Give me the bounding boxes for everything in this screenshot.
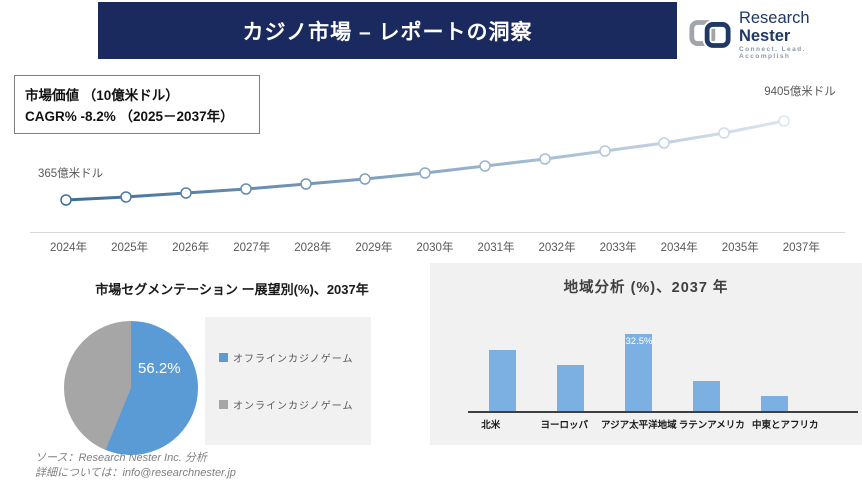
legend-swatch-icon <box>219 400 228 410</box>
bar <box>692 381 720 411</box>
bar <box>556 365 584 411</box>
legend-label: オンラインカジノゲーム <box>233 401 354 413</box>
segmentation-pie-chart <box>64 321 198 455</box>
pie-share-label: 56.2% <box>138 360 181 377</box>
bar-category-labels: 北米 ヨーロッパ アジア太平洋地域 ラテンアメリカ 中東とアフリカ <box>454 417 822 431</box>
pie-legend: オフラインカジノゲーム オンラインカジノゲーム <box>205 317 371 445</box>
line-marker <box>120 191 132 203</box>
line-marker <box>180 187 192 199</box>
line-marker <box>479 160 491 172</box>
bar-category-label: 中東とアフリカ <box>751 420 819 431</box>
year-label: 2026年 <box>172 242 210 254</box>
regional-analysis-title: 地域分析 (%)、2037 年 <box>563 280 729 296</box>
market-value-label: 市場価値 （10億米ドル） <box>25 87 179 103</box>
line-marker <box>300 178 312 190</box>
market-value-box: 市場価値 （10億米ドル） CAGR% -8.2% （2025－2037年） <box>14 75 260 134</box>
year-label: 2037年 <box>782 242 820 254</box>
line-marker <box>419 167 431 179</box>
year-label: 2031年 <box>477 242 515 254</box>
segmentation-title: 市場セグメンテーション ー展望別(%)、2037年 <box>95 282 369 297</box>
legend-item: オンラインカジノゲーム <box>219 397 371 412</box>
bar-category-label: ラテンアメリカ <box>678 420 745 431</box>
line-marker <box>718 127 730 139</box>
line-marker <box>539 153 551 165</box>
bar-axis-line <box>468 411 858 413</box>
chain-link-icon <box>689 20 732 50</box>
line-marker <box>599 145 611 157</box>
year-label: 2025年 <box>111 242 149 254</box>
legend-label: オフラインカジノゲーム <box>233 353 354 365</box>
x-axis-line <box>30 232 845 233</box>
bar-column <box>692 381 720 411</box>
year-label: 2033年 <box>599 242 637 254</box>
bar-column <box>760 396 788 411</box>
bar <box>760 396 788 411</box>
bar-category-label: ヨーロッパ <box>540 420 588 431</box>
year-label: 2028年 <box>294 242 332 254</box>
line-marker <box>240 183 252 195</box>
bar-value-label: 32.5% <box>625 336 653 347</box>
legend-item: オフラインカジノゲーム <box>219 350 371 365</box>
regional-bar-chart: 32.5% <box>468 301 808 411</box>
line-marker <box>359 173 371 185</box>
start-value-label: 365億米ドル <box>38 168 104 180</box>
brand-name: Research Nester <box>739 9 860 45</box>
bar: 32.5% <box>624 334 653 411</box>
line-marker <box>658 137 670 149</box>
legend-swatch-icon <box>219 352 228 362</box>
year-label: 2032年 <box>538 242 576 254</box>
footer: ソース：Research Nester Inc. 分析 詳細については：info… <box>35 451 236 481</box>
year-label: 2030年 <box>416 242 454 254</box>
source-note: ソース：Research Nester Inc. 分析 <box>35 452 207 464</box>
year-label: 2024年 <box>50 242 88 254</box>
brand-name-first: Research <box>738 8 810 27</box>
page-title: カジノ市場 – レポートの洞察 <box>242 20 533 44</box>
line-marker <box>60 194 72 206</box>
bar-column: 32.5% <box>624 334 653 411</box>
bar-column <box>488 350 516 411</box>
title-banner: カジノ市場 – レポートの洞察 <box>98 2 677 59</box>
year-label: 2034年 <box>660 242 698 254</box>
bar-column <box>556 365 584 411</box>
bar <box>488 350 516 411</box>
end-value-label: 9405億米ドル <box>764 86 836 98</box>
contact-note: 詳細については：info@researchnester.jp <box>35 467 236 479</box>
brand-tagline: Connect. Lead. Accomplish <box>738 45 806 60</box>
bar-category-label: 北米 <box>481 420 501 431</box>
cagr-label: CAGR% -8.2% （2025－2037年） <box>25 109 234 125</box>
x-axis-labels: 2024年 2025年 2026年 2027年 2028年 2029年 2030年 2031年… <box>50 239 820 255</box>
brand-text: Research Nester Connect. Lead. Accomplis… <box>739 9 860 60</box>
year-label: 2027年 <box>233 242 271 254</box>
bar-category-label: アジア太平洋地域 <box>601 420 677 431</box>
brand-logo: Research Nester Connect. Lead. Accomplis… <box>688 9 860 60</box>
year-label: 2029年 <box>355 242 393 254</box>
year-label: 2035年 <box>721 242 759 254</box>
regional-analysis-panel: 地域分析 (%)、2037 年 32.5% 北米 ヨーロッパ アジア太平洋地域 ラテン… <box>430 263 862 445</box>
brand-name-second: Nester <box>738 26 791 45</box>
line-marker <box>778 115 790 127</box>
